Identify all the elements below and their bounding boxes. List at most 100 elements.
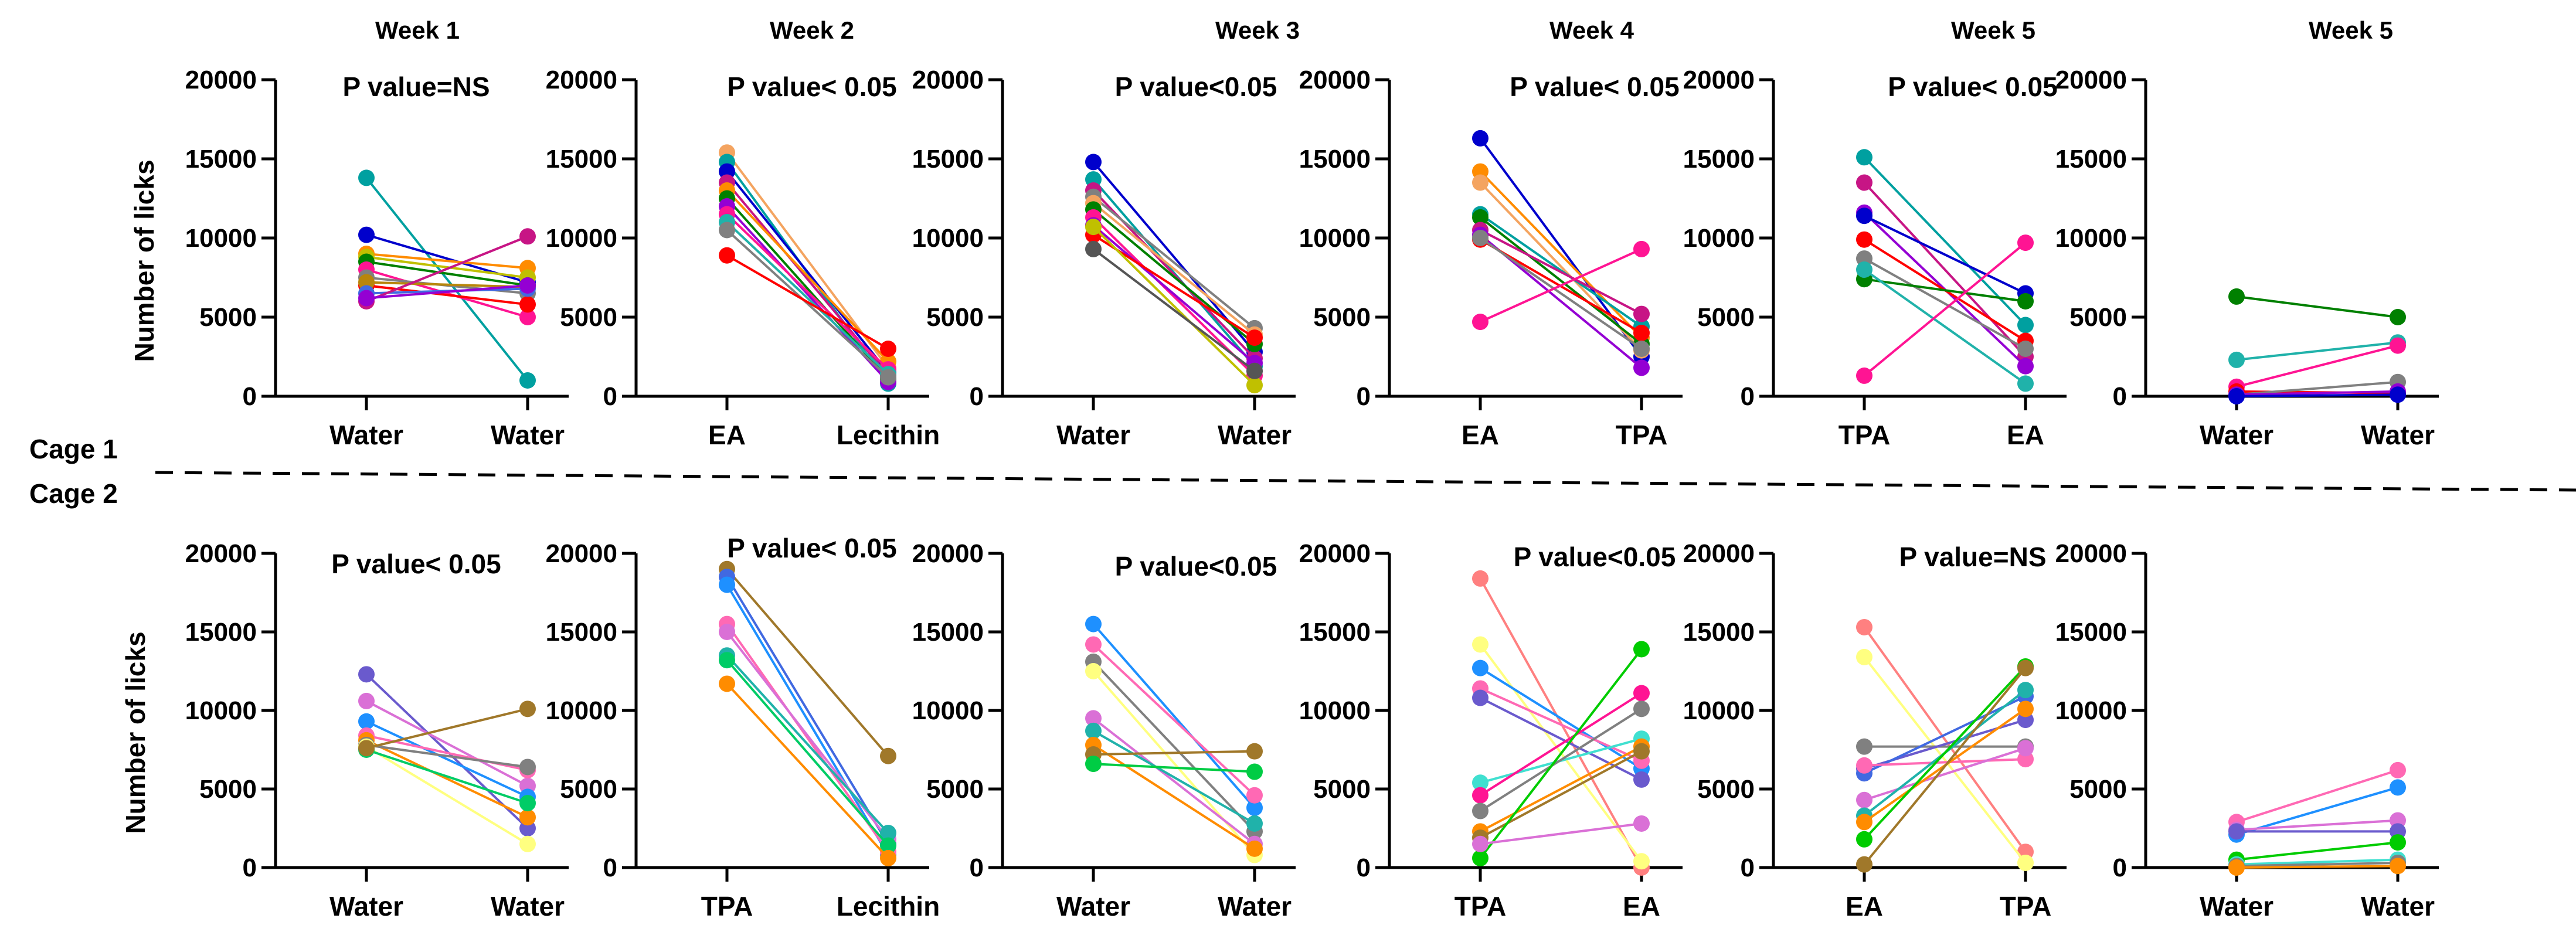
series-line-5 [2236,858,2398,866]
data-point [719,675,735,692]
series-line-6 [1864,747,2026,801]
data-point [2228,823,2245,840]
series-line-7 [366,749,528,805]
data-point [2390,858,2406,875]
x-tick-label: EA [2007,420,2044,450]
p-value-annotation: P value< 0.05 [727,72,896,102]
data-point [1633,700,1650,717]
data-point [1633,641,1650,658]
data-point [880,341,896,357]
y-tick-label: 0 [243,382,257,411]
y-tick-label: 20000 [185,66,257,94]
x-tick-label: Water [329,891,403,921]
data-point [2228,388,2245,404]
x-tick-label: Lecithin [837,420,940,450]
x-tick-label: EA [1623,891,1660,921]
data-point [1472,130,1488,147]
data-point [2390,309,2406,325]
panel-title: Week 2 [770,16,854,44]
y-tick-label: 20000 [2055,66,2127,94]
data-point [2390,834,2406,851]
data-point [1856,831,1872,848]
series-line-0 [1479,137,1643,358]
series-line-11 [366,284,528,300]
y-tick-label: 5000 [1697,303,1755,332]
data-point [1246,815,1263,832]
data-point [2017,375,2034,392]
panel-title: Week 5 [1951,16,2035,44]
data-point [1633,771,1650,788]
data-point [1085,636,1102,653]
data-point [2017,682,2034,699]
y-tick-label: 0 [970,382,984,411]
series-line-4 [2236,380,2398,396]
data-point [2390,761,2406,778]
y-tick-label: 0 [2113,853,2127,882]
data-point [2228,859,2245,876]
data-point [1856,856,1872,873]
y-tick-label: 15000 [1683,145,1755,174]
series-line-2 [2236,344,2398,388]
data-point [519,795,536,812]
series-line-10 [726,254,889,350]
data-point [719,576,735,593]
series-line-8 [366,281,528,288]
y-tick-label: 10000 [185,696,257,725]
data-point [1085,756,1102,773]
data-point [358,169,375,186]
data-point [1085,240,1102,257]
series-line-5 [366,268,528,318]
y-tick-label: 5000 [1697,775,1755,804]
x-tick-label: EA [708,420,746,450]
panel-title: Week 1 [375,16,460,44]
x-tick-label: Water [2200,420,2273,450]
data-point [1246,787,1263,804]
data-point [2017,293,2034,310]
p-value-annotation: P value< 0.05 [1888,72,2057,102]
data-point [2017,659,2034,676]
series-line-8 [726,221,889,375]
data-point [1472,787,1488,804]
series-line-2 [2236,819,2398,831]
series-line-7 [726,683,889,859]
y-tick-label: 10000 [2055,224,2127,253]
x-tick-label: TPA [1616,420,1668,450]
y-tick-label: 10000 [546,224,617,253]
data-point [1856,149,1872,166]
data-point [1085,663,1102,679]
data-point [1472,659,1488,676]
p-value-annotation: P value< 0.05 [331,549,501,579]
y-tick-label: 5000 [926,303,984,332]
data-point [2390,386,2406,403]
x-tick-label: Water [491,420,565,450]
data-point [719,222,735,239]
series-line-1 [1092,643,1256,797]
series-line-7 [1863,268,2027,385]
y-tick-label: 0 [1357,853,1371,882]
series-line-0 [2236,768,2398,824]
series-line-0 [2236,295,2398,318]
data-point [2228,288,2245,305]
y-tick-label: 15000 [1299,145,1371,174]
series-line-0 [726,568,889,757]
panel-r0-c1: 0 5000 10000 15000 20000 EA Lecithin Week 2 P va… [546,16,940,450]
y-tick-label: 20000 [1299,539,1371,568]
series-line-6 [1092,744,1256,850]
data-point [1472,174,1488,191]
data-point [358,226,375,243]
data-point [1246,329,1263,346]
panel-title: Week 3 [1215,16,1300,44]
y-tick-label: 0 [603,382,617,411]
data-point [1633,743,1650,760]
y-tick-label: 0 [603,853,617,882]
x-tick-label: TPA [2000,891,2052,921]
y-tick-label: 5000 [560,775,617,804]
data-point [358,713,375,730]
series-line-5 [726,654,889,834]
series-line-4 [366,260,528,287]
p-value-annotation: P value<0.05 [1115,72,1277,102]
data-point [1246,377,1263,394]
y-tick-label: 5000 [560,303,617,332]
y-tick-label: 15000 [2055,145,2127,174]
data-point [1085,615,1102,632]
